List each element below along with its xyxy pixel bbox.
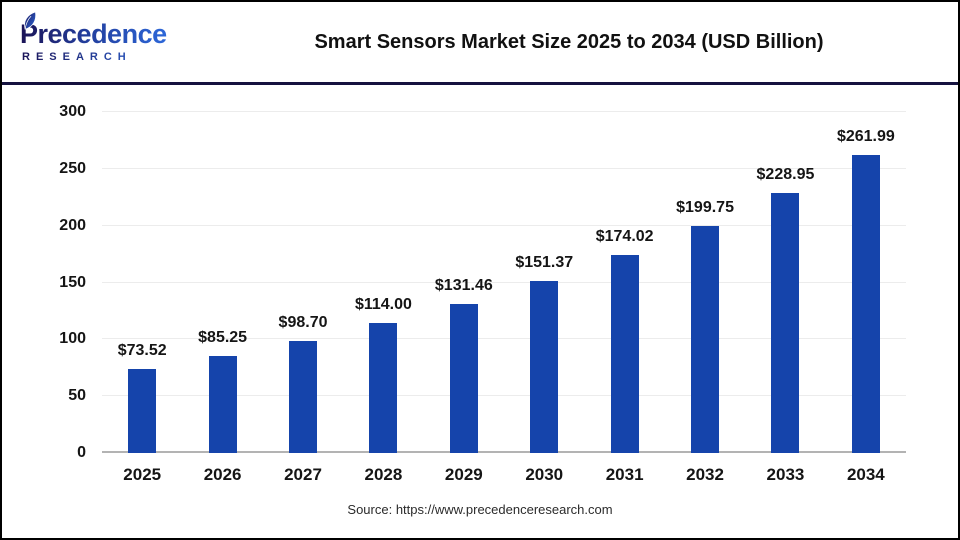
- header: Precedence RESEARCH Smart Sensors Market…: [2, 2, 958, 82]
- bar: [530, 280, 559, 453]
- bar: [771, 192, 800, 453]
- x-axis-label: 2028: [364, 465, 403, 484]
- y-axis-tick-label: 300: [59, 103, 86, 120]
- x-axis-line: [102, 451, 906, 453]
- x-axis-label: 2031: [605, 465, 644, 484]
- bar: [208, 356, 237, 453]
- chart-title: Smart Sensors Market Size 2025 to 2034 (…: [314, 30, 824, 53]
- x-axis-label: 2025: [123, 465, 162, 484]
- bar-group: $261.99: [826, 112, 906, 453]
- bar: [691, 225, 720, 453]
- bar-value-label: $228.95: [756, 165, 815, 183]
- y-axis-tick-label: 200: [59, 216, 86, 234]
- x-axis-label: 2030: [525, 465, 564, 484]
- bar: [610, 255, 639, 453]
- logo: Precedence RESEARCH: [20, 11, 180, 63]
- gridline: [102, 111, 906, 112]
- y-axis-tick-label: 250: [59, 159, 86, 177]
- bar: [128, 369, 157, 453]
- bar-value-label: $98.70: [278, 313, 328, 331]
- x-axis-label: 2029: [444, 465, 483, 484]
- x-axis-label: 2026: [203, 465, 242, 484]
- bar-group: $98.70: [263, 112, 343, 453]
- bar-value-label: $261.99: [836, 128, 895, 146]
- bar-group: $114.00: [343, 112, 423, 453]
- bar-group: $73.52: [102, 112, 182, 453]
- gridline: [102, 281, 906, 283]
- plot-area: 0 50 100 150 200 250 300 $73.52 $85.25 $98.70 $114…: [59, 103, 906, 461]
- bar-value-label: $73.52: [117, 342, 167, 360]
- x-axis-labels: 2025 2026 2027 2028 2029 2030 2031 2032 2033 2034: [102, 465, 906, 485]
- y-axis-tick-label: 150: [59, 273, 86, 291]
- bar-group: $151.37: [504, 112, 584, 453]
- bar-group: $199.75: [665, 112, 745, 453]
- bar-value-label: $151.37: [515, 253, 574, 271]
- logo-name: Precedence: [20, 19, 167, 49]
- bar-value-label: $131.46: [434, 276, 493, 294]
- logo-subtitle: RESEARCH: [20, 51, 180, 63]
- source-text: Source: https://www.precedenceresearch.c…: [347, 502, 613, 517]
- bars-row: $73.52 $85.25 $98.70 $114.00 $131.46 $151.37 $…: [102, 112, 906, 453]
- bar-group: $85.25: [182, 112, 262, 453]
- logo-wordmark: Precedence: [20, 11, 180, 49]
- x-axis-label: 2033: [766, 465, 805, 484]
- y-axis-tick-label: 100: [59, 330, 86, 348]
- x-axis-label: 2032: [686, 465, 724, 484]
- x-axis-label: 2027: [284, 465, 322, 484]
- bar-value-label: $174.02: [595, 228, 654, 246]
- bar-group: $228.95: [745, 112, 825, 453]
- gridline: [102, 167, 906, 169]
- chart: 0 50 100 150 200 250 300 $73.52 $85.25 $98.70 $114…: [2, 103, 958, 517]
- bar-value-label: $85.25: [198, 329, 248, 347]
- bar-value-label: $114.00: [354, 296, 412, 314]
- bar: [369, 323, 398, 453]
- header-divider: [2, 82, 958, 85]
- y-axis-tick-label: 50: [68, 387, 86, 405]
- bar-group: $174.02: [584, 112, 664, 453]
- y-axis-tick-label: 0: [77, 444, 86, 461]
- bar-value-label: $199.75: [676, 198, 734, 216]
- x-axis-label: 2034: [846, 465, 885, 484]
- gridline: [102, 395, 906, 397]
- bar: [449, 303, 478, 453]
- bar: [851, 155, 880, 453]
- bar-group: $131.46: [424, 112, 504, 453]
- gridline: [102, 224, 906, 226]
- gridline: [102, 338, 906, 340]
- leaf-icon: [24, 11, 37, 30]
- bar: [289, 340, 318, 453]
